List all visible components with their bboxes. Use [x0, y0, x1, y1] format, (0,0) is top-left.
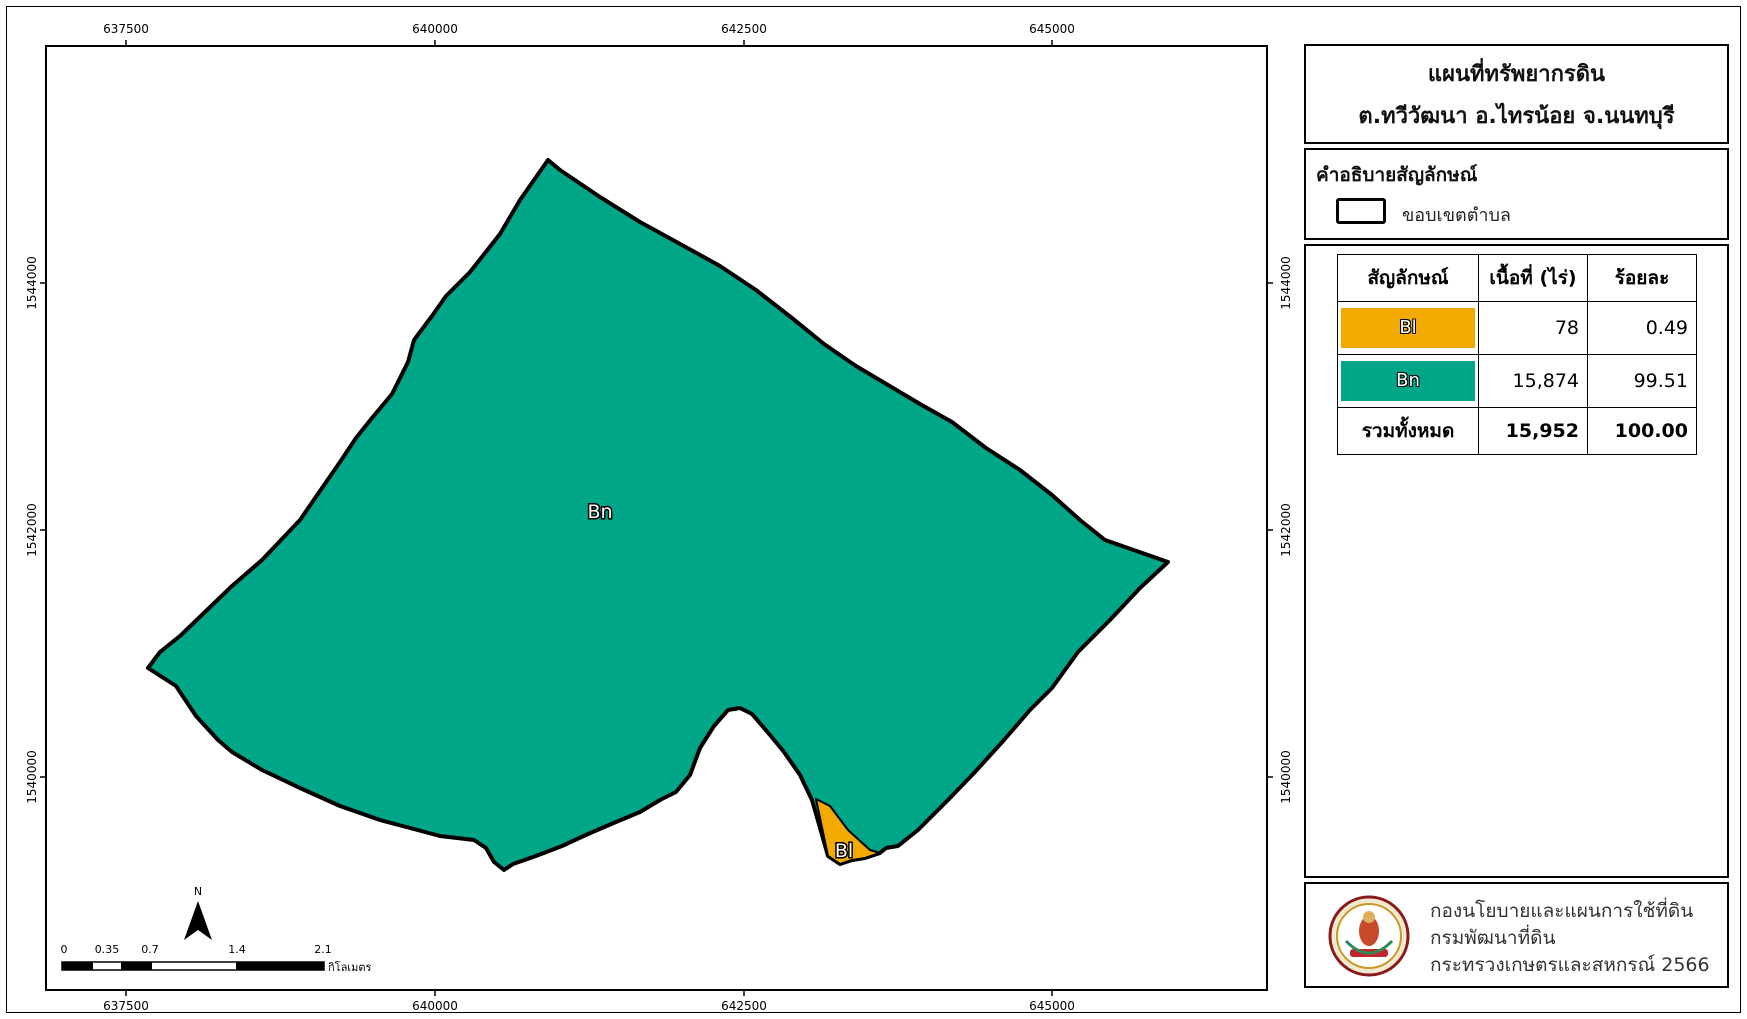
area-table-panel: สัญลักษณ์ เนื้อที่ (ไร่) ร้อยละ Bl 78 0.…: [1304, 244, 1729, 878]
scale-tick-label: 0.7: [141, 943, 159, 956]
map-subtitle: ต.ทวีวัฒนา อ.ไทรน้อย จ.นนทบุรี: [1358, 104, 1675, 129]
symbol-cell: Bl: [1337, 301, 1479, 355]
soil-unit-bn-polygon[interactable]: [146, 158, 1170, 872]
y-tick-label-right: 1544000: [1279, 256, 1293, 309]
x-axis-ticks: [125, 40, 1053, 996]
x-tick-label-top: 637500: [103, 22, 149, 36]
symbol-cell: Bn: [1337, 354, 1479, 408]
map-title-panel: แผนที่ทรัพยากรดิน ต.ทวีวัฒนา อ.ไทรน้อย จ…: [1304, 44, 1729, 144]
soil-unit-bl-polygon[interactable]: [815, 798, 881, 865]
boundary-swatch-icon: [1336, 198, 1386, 224]
map-title: แผนที่ทรัพยากรดิน: [1427, 62, 1606, 87]
x-tick-label-top: 642500: [721, 22, 767, 36]
org-line-department: กรมพัฒนาที่ดิน: [1430, 927, 1556, 949]
symbol-chip-bl: Bl: [1341, 308, 1475, 348]
scale-tick-label: 1.4: [228, 943, 246, 956]
x-tick-label-top: 645000: [1029, 22, 1075, 36]
y-tick-label-right: 1542000: [1279, 503, 1293, 556]
x-tick-label-top: 640000: [412, 22, 458, 36]
organization-text: กองนโยบายและแผนการใช้ที่ดิน กรมพัฒนาที่ด…: [1430, 898, 1710, 979]
north-arrow-label: N: [194, 885, 202, 898]
organization-panel: กองนโยบายและแผนการใช้ที่ดิน กรมพัฒนาที่ด…: [1304, 882, 1729, 988]
total-area: 15,952: [1478, 407, 1588, 455]
map-sheet-frame: [6, 6, 1741, 1013]
y-tick-label-left: 1540000: [25, 750, 39, 803]
area-cell: 78: [1478, 301, 1588, 355]
x-tick-label-bottom: 637500: [103, 999, 149, 1013]
y-tick-label-left: 1544000: [25, 256, 39, 309]
scale-unit-label: กิโลเมตร: [328, 960, 372, 974]
table-total-row: รวมทั้งหมด 15,952 100.00: [1337, 407, 1697, 455]
table-row: Bl 78 0.49: [1337, 301, 1697, 355]
scale-bar: 0 0.35 0.7 1.4 2.1 กิโลเมตร: [61, 943, 372, 974]
x-tick-label-bottom: 645000: [1029, 999, 1075, 1013]
total-percent: 100.00: [1587, 407, 1697, 455]
y-axis-ticks: [40, 282, 1273, 778]
column-header-symbol: สัญลักษณ์: [1337, 254, 1479, 302]
org-line-ministry: กระทรวงเกษตรและสหกรณ์ 2566: [1430, 954, 1710, 976]
total-label: รวมทั้งหมด: [1337, 407, 1479, 455]
column-header-percent: ร้อยละ: [1587, 254, 1697, 302]
scale-tick-label: 2.1: [314, 943, 332, 956]
ldd-seal-icon: [1328, 895, 1410, 977]
symbol-chip-bn: Bn: [1341, 361, 1475, 401]
percent-cell: 0.49: [1587, 301, 1697, 355]
table-row: Bn 15,874 99.51: [1337, 354, 1697, 408]
scale-tick-label: 0: [61, 943, 68, 956]
table-header-row: สัญลักษณ์ เนื้อที่ (ไร่) ร้อยละ: [1337, 254, 1697, 302]
legend-boundary-label: ขอบเขตตำบล: [1402, 205, 1511, 226]
soil-label-bn: Bn: [587, 501, 612, 523]
north-arrow-icon: N: [184, 885, 212, 940]
area-cell: 15,874: [1478, 354, 1588, 408]
y-tick-label-right: 1540000: [1279, 750, 1293, 803]
scale-tick-label: 0.35: [95, 943, 120, 956]
y-tick-label-left: 1542000: [25, 503, 39, 556]
org-line-division: กองนโยบายและแผนการใช้ที่ดิน: [1430, 900, 1694, 922]
x-tick-label-bottom: 642500: [721, 999, 767, 1013]
legend-panel: คำอธิบายสัญลักษณ์ ขอบเขตตำบล: [1304, 148, 1729, 240]
percent-cell: 99.51: [1587, 354, 1697, 408]
x-tick-label-bottom: 640000: [412, 999, 458, 1013]
area-table: สัญลักษณ์ เนื้อที่ (ไร่) ร้อยละ Bl 78 0.…: [1337, 254, 1697, 455]
legend-heading: คำอธิบายสัญลักษณ์: [1316, 164, 1478, 186]
column-header-area: เนื้อที่ (ไร่): [1478, 254, 1588, 302]
soil-label-bl: Bl: [835, 840, 853, 862]
